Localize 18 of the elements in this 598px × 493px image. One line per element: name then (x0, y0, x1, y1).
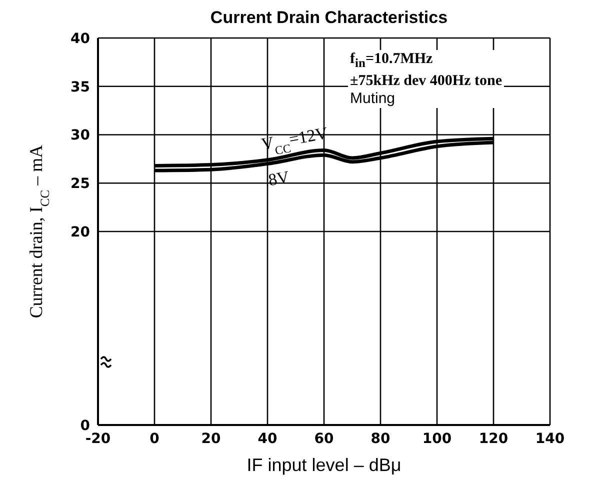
x-tick-label: 0 (150, 430, 160, 447)
x-tick-label: 140 (535, 430, 565, 447)
x-tick-label: 20 (201, 430, 221, 447)
x-tick-label: 80 (370, 430, 390, 447)
y-tick-label: 35 (70, 79, 90, 96)
chart-title: Current Drain Characteristics (209, 8, 449, 28)
x-tick-label: 40 (258, 430, 278, 447)
y-tick-label: 20 (70, 224, 90, 240)
annotation: Muting (350, 90, 396, 108)
x-axis-title: IF input level – dBμ (246, 455, 402, 475)
x-tick-label: 60 (314, 430, 334, 447)
annotation: ±75kHz dev 400Hz tone (350, 72, 502, 90)
x-tick-label: 120 (478, 430, 508, 447)
y-tick-label: 40 (70, 30, 90, 47)
y-tick-label: 25 (70, 176, 90, 192)
x-tick-label: 100 (422, 430, 452, 447)
y-tick-label: 30 (70, 128, 90, 144)
annotation: f$_{in}$=10.7MHz (350, 50, 434, 72)
